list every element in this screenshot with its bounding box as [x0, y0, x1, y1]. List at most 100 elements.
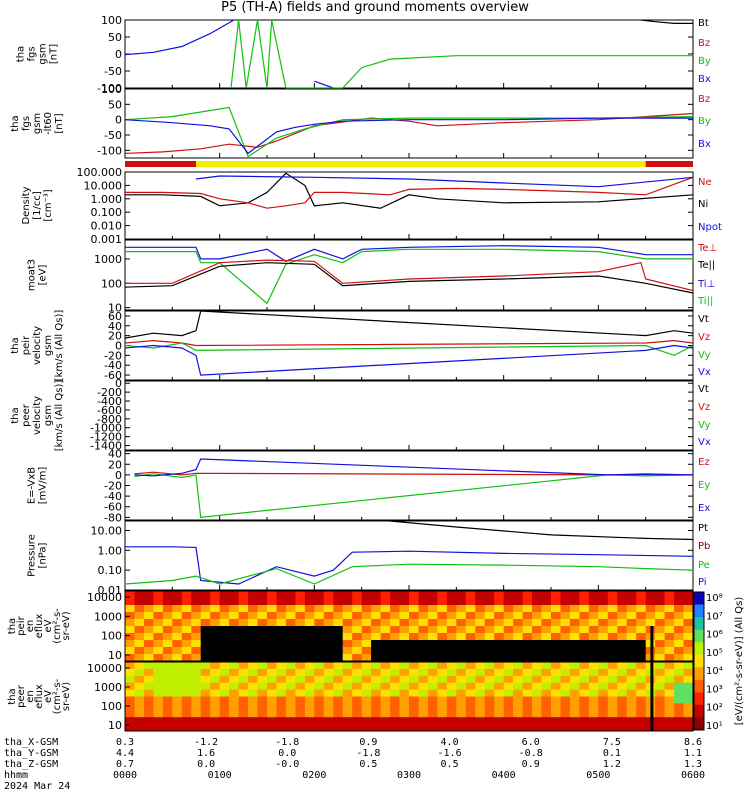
- p1-frame: [124, 19, 694, 89]
- s1-cell: [456, 605, 467, 613]
- s1-cell: [409, 598, 419, 606]
- s1-cell: [664, 619, 675, 627]
- s1-cell: [314, 654, 325, 662]
- s1-cell: [162, 612, 173, 620]
- s2-cell: [655, 696, 666, 704]
- s1-cell: [191, 640, 202, 648]
- s1-cell: [569, 605, 580, 613]
- s1-cell: [333, 654, 344, 662]
- s2-cell: [683, 717, 694, 725]
- s1-cell: [503, 654, 514, 662]
- s1-cell: [380, 647, 391, 655]
- xaxis-value: 0.1: [603, 748, 621, 759]
- s2-cell: [465, 703, 476, 711]
- s1-cell: [229, 654, 240, 662]
- s2-cell: [465, 668, 476, 677]
- s2-cell: [191, 717, 202, 725]
- s1-cell: [437, 619, 448, 627]
- s1-cell: [607, 654, 618, 662]
- s1-cell: [636, 612, 647, 620]
- s1-cell: [134, 619, 145, 627]
- s2-cell: [427, 710, 438, 718]
- s1-cell: [314, 640, 325, 648]
- s1-cell: [494, 633, 505, 641]
- s2-cell: [210, 696, 221, 704]
- s2-cell: [361, 668, 372, 677]
- s2-cell: [513, 710, 524, 718]
- s1-cell: [333, 591, 344, 599]
- s1-cell: [560, 591, 571, 599]
- s1-cell: [333, 626, 344, 634]
- s1-cell: [352, 612, 363, 620]
- s2-cell: [352, 689, 363, 697]
- s1-cell: [267, 619, 277, 627]
- s2-cell: [427, 682, 438, 691]
- s2-cell: [418, 724, 429, 732]
- s2-cell: [257, 682, 268, 691]
- p4-legend-2: Ti⊥: [697, 279, 715, 290]
- s1-cell: [304, 591, 315, 599]
- s1-cell: [238, 605, 249, 613]
- s1-cell: [569, 619, 580, 627]
- s2-cell: [437, 682, 448, 691]
- s2-cell: [427, 675, 438, 684]
- s1-cell: [484, 654, 495, 662]
- s2-cell: [323, 662, 334, 670]
- s2-cell: [674, 710, 685, 718]
- s1-cell: [494, 605, 505, 613]
- s2-cell: [484, 662, 495, 670]
- s1-cell: [551, 598, 561, 606]
- s1-cell: [532, 619, 543, 627]
- s2-cell: [655, 662, 666, 670]
- s2-cell: [503, 662, 514, 670]
- s1-ylabel-line: eflux: [34, 614, 45, 639]
- s1-cell: [456, 654, 467, 662]
- s2-cell: [352, 710, 363, 718]
- s1-cell: [267, 626, 277, 634]
- p1-series-By: [230, 19, 693, 89]
- s1-cell: [134, 598, 145, 606]
- s1-cell: [323, 619, 334, 627]
- s1-cell: [626, 619, 637, 627]
- s1-cell: [191, 598, 202, 606]
- s2-cell: [484, 689, 495, 697]
- s2-cell: [371, 682, 382, 691]
- s1-cell: [494, 612, 505, 620]
- s2-cell: [200, 717, 211, 725]
- s1-cell: [181, 605, 192, 613]
- s2-cell: [465, 682, 476, 691]
- s1-cell: [399, 626, 410, 634]
- p1-legend-0: Bt: [698, 18, 709, 29]
- colorbar-gradient: [694, 592, 704, 731]
- p5-ylabel-line: velocity: [32, 326, 43, 365]
- s2-cell: [248, 724, 259, 732]
- s1-cell: [125, 591, 135, 599]
- s1-cell: [352, 591, 363, 599]
- s1-cell: [257, 591, 268, 599]
- s2-cell: [276, 668, 287, 677]
- s1-cell: [475, 647, 486, 655]
- s1-cell: [465, 591, 476, 599]
- s2-cell: [674, 696, 685, 704]
- s1-cell: [361, 619, 372, 627]
- s1-cell: [626, 647, 637, 655]
- s1-cell: [125, 612, 135, 620]
- s1-cell: [655, 619, 666, 627]
- s2-cell: [390, 724, 401, 732]
- s1-cell: [541, 619, 552, 627]
- s1-cell: [541, 654, 552, 662]
- s2-cell: [371, 662, 382, 670]
- s1-cell: [560, 647, 571, 655]
- s2-cell: [683, 724, 694, 732]
- s1-cell: [626, 591, 637, 599]
- s1-ylabel-line: peir: [16, 615, 27, 635]
- s1-cell: [456, 619, 467, 627]
- s1-cell: [437, 640, 448, 648]
- s2-cell: [191, 696, 202, 704]
- s2-cell: [314, 724, 325, 732]
- p2-legend-2: Bx: [698, 139, 711, 150]
- s1-cell: [465, 654, 476, 662]
- s1-cell: [674, 619, 685, 627]
- s2-cell: [134, 710, 145, 718]
- s2-cell: [674, 682, 685, 691]
